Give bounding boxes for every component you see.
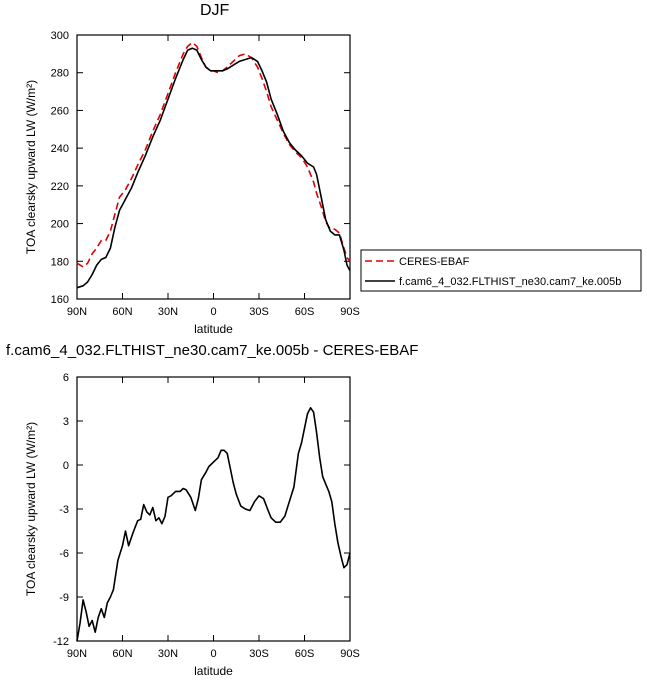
y-tick-label: 260	[51, 105, 69, 117]
chart-title-top: DJF	[200, 2, 230, 19]
legend: CERES-EBAF f.cam6_4_032.FLTHIST_ne30.cam7…	[360, 249, 642, 292]
y-tick-label: 240	[51, 143, 69, 155]
series-line-0	[76, 407, 351, 642]
y-tick-label: -9	[59, 592, 69, 604]
y-axis-label: TOA clearsky upward LW (W/m²)	[24, 80, 38, 254]
y-tick-label: -6	[59, 548, 69, 560]
legend-label-1: f.cam6_4_032.FLTHIST_ne30.cam7_ke.005b	[399, 276, 621, 288]
series-line-1	[76, 47, 351, 289]
y-tick-label: 160	[51, 294, 69, 306]
plot-frame	[76, 34, 351, 300]
x-axis-label: latitude	[194, 664, 233, 678]
chart-difference: 90N 60N 30N 0 30S 60S 90S -12 -9 -6 -3 0 3 6 latitude T…	[24, 372, 360, 678]
x-tick-label: 0	[210, 648, 216, 660]
x-tick-label: 60S	[295, 648, 315, 660]
x-axis-label: latitude	[194, 322, 233, 336]
y-tick-label: 220	[51, 181, 69, 193]
y-tick-label: 3	[63, 416, 69, 428]
y-axis-label: TOA clearsky upward LW (W/m²)	[24, 422, 38, 596]
y-tick-label: 180	[51, 256, 69, 268]
x-tick-label: 90S	[340, 306, 360, 318]
x-tick-label: 30N	[158, 648, 178, 660]
legend-box	[360, 249, 642, 292]
x-tick-label: 30S	[249, 306, 269, 318]
y-tick-label: 200	[51, 219, 69, 231]
x-tick-label: 0	[210, 306, 216, 318]
x-tick-label: 60N	[112, 648, 132, 660]
plot-frame	[76, 376, 351, 642]
chart-djf: 90N 60N 30N 0 30S 60S 90S 160 180 200 220 240 260 280…	[24, 30, 642, 336]
y-tick-label: -3	[59, 504, 69, 516]
series-line-0	[76, 41, 351, 268]
y-tick-label: 300	[51, 30, 69, 42]
x-tick-label: 90N	[67, 306, 87, 318]
x-tick-label: 90N	[67, 648, 87, 660]
y-tick-label: -12	[53, 636, 69, 648]
legend-label-0: CERES-EBAF	[399, 256, 470, 268]
x-tick-label: 90S	[340, 648, 360, 660]
x-tick-label: 60S	[295, 306, 315, 318]
x-tick-label: 30N	[158, 306, 178, 318]
x-tick-label: 30S	[249, 648, 269, 660]
y-tick-label: 0	[63, 460, 69, 472]
chart-title-bottom: f.cam6_4_032.FLTHIST_ne30.cam7_ke.005b -…	[6, 342, 419, 359]
y-tick-label: 6	[63, 372, 69, 384]
x-tick-label: 60N	[112, 306, 132, 318]
y-tick-label: 280	[51, 68, 69, 80]
